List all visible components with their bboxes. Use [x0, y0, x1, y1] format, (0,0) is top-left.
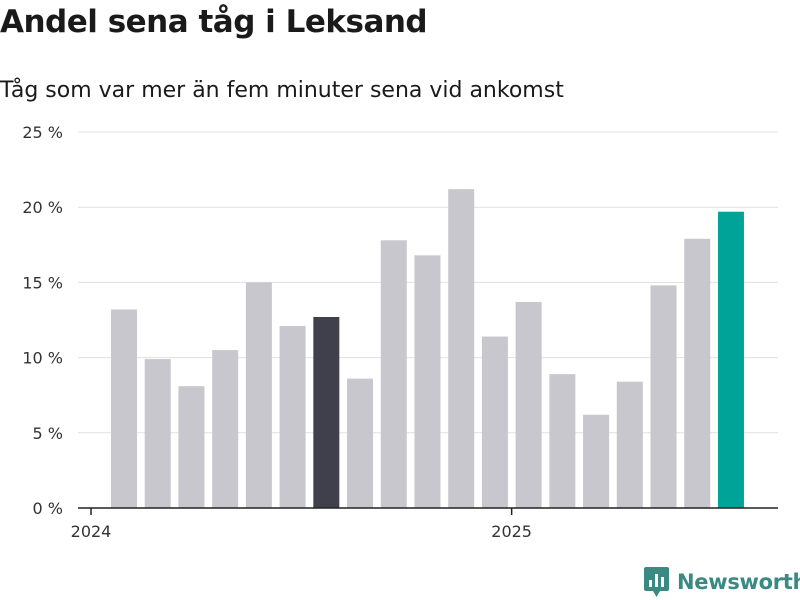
bar [178, 386, 205, 508]
brand-name: Newsworthy [677, 570, 800, 594]
chart-subtitle: Tåg som var mer än fem minuter sena vid … [0, 78, 564, 103]
bar [144, 359, 171, 508]
chart-title: Andel sena tåg i Leksand [0, 4, 428, 40]
y-tick-label: 15 % [22, 273, 63, 292]
x-tick-label: 2024 [71, 522, 112, 541]
bar [481, 336, 508, 508]
bar [414, 255, 441, 508]
y-tick-label: 0 % [33, 499, 63, 518]
bar [717, 211, 744, 508]
bar [515, 301, 542, 508]
bar [111, 309, 137, 508]
bar [347, 378, 374, 508]
y-tick-label: 20 % [22, 198, 63, 217]
bar [549, 374, 576, 508]
bar [650, 285, 677, 508]
bar [279, 326, 306, 508]
y-tick-label: 10 % [22, 349, 63, 368]
bar [583, 414, 610, 508]
bar [616, 381, 643, 508]
bar [313, 316, 340, 508]
bar [448, 189, 475, 509]
x-tick-label: 2025 [491, 522, 532, 541]
bar [380, 240, 407, 508]
bar [684, 238, 711, 508]
y-tick-label: 25 % [22, 123, 63, 142]
newsworthy-brand: Newsworthy [644, 567, 800, 597]
bar [212, 350, 239, 508]
newsworthy-logo-icon [644, 567, 669, 597]
y-tick-label: 5 % [33, 424, 63, 443]
bar [245, 282, 272, 508]
